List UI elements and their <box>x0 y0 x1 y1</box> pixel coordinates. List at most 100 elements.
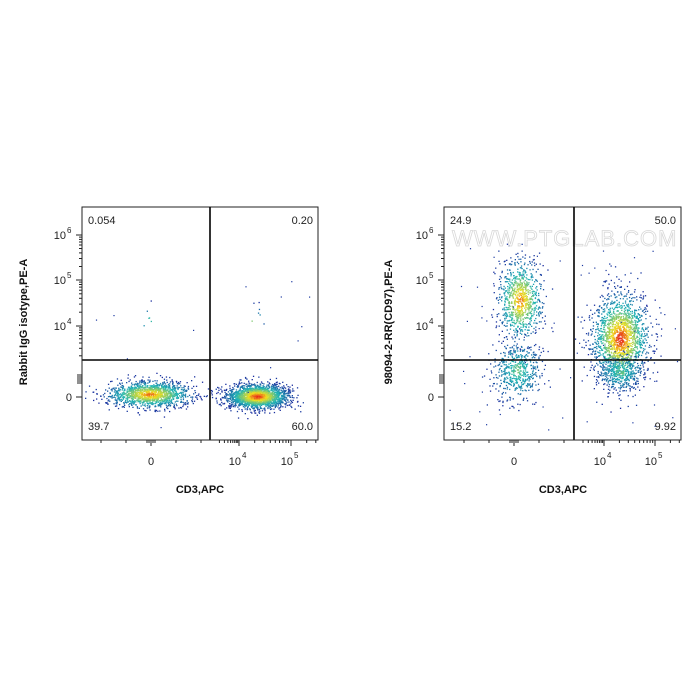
density-dot <box>537 308 539 310</box>
density-dot <box>264 391 266 393</box>
density-dot <box>626 344 629 346</box>
density-dot <box>258 376 260 378</box>
density-dot <box>151 390 153 392</box>
density-dot <box>177 393 179 395</box>
density-dot <box>258 397 260 400</box>
density-dot <box>531 299 534 301</box>
density-dot <box>613 363 615 365</box>
density-dot <box>146 388 149 390</box>
density-dot <box>252 395 254 397</box>
density-dot <box>265 405 267 408</box>
density-dot <box>521 284 524 286</box>
density-dot <box>234 406 236 408</box>
density-dot <box>511 312 513 314</box>
density-dot <box>515 297 518 299</box>
density-dot <box>242 397 244 399</box>
density-dot <box>183 386 185 389</box>
density-dot <box>134 390 136 393</box>
density-dot <box>267 397 269 400</box>
density-dot <box>503 285 505 288</box>
density-dot <box>165 385 167 387</box>
density-dot <box>138 392 140 394</box>
density-dot <box>641 310 644 312</box>
density-dot <box>513 321 515 323</box>
density-dot <box>282 395 284 397</box>
density-dot <box>519 281 521 283</box>
density-dot <box>161 402 163 405</box>
density-dot <box>144 409 146 412</box>
density-dot <box>111 394 113 397</box>
density-dot <box>117 391 119 393</box>
density-dot <box>506 320 508 322</box>
density-dot <box>285 400 287 402</box>
density-dot <box>541 307 544 309</box>
density-dot <box>501 296 503 298</box>
density-dot <box>537 268 539 270</box>
density-dot <box>264 402 266 404</box>
density-dot <box>144 384 147 386</box>
density-dot <box>154 393 157 395</box>
density-dot <box>243 400 245 402</box>
density-dot <box>138 387 141 389</box>
density-dot <box>640 297 642 299</box>
density-dot <box>271 402 273 404</box>
density-dot <box>130 401 133 403</box>
density-dot <box>234 392 236 394</box>
density-dot <box>116 403 118 405</box>
density-dot <box>176 393 178 395</box>
density-dot <box>165 397 167 399</box>
density-dot <box>257 409 259 411</box>
density-dot <box>252 401 254 404</box>
density-dot <box>643 308 646 311</box>
density-dot <box>146 400 149 402</box>
density-dot <box>224 408 226 410</box>
density-dot <box>172 381 174 383</box>
plot-isotype-upper-right-percent: 0.20 <box>292 215 313 227</box>
density-dot <box>633 324 635 326</box>
density-dot <box>155 401 157 403</box>
density-dot <box>131 400 134 402</box>
density-dot <box>625 353 627 356</box>
density-dot <box>166 397 169 399</box>
density-dot <box>594 365 596 367</box>
density-dot <box>534 302 536 304</box>
density-dot <box>260 393 262 396</box>
density-dot <box>161 395 163 397</box>
density-dot <box>656 348 658 350</box>
density-dot <box>138 398 141 400</box>
density-dot <box>256 384 259 386</box>
density-dot <box>254 391 256 394</box>
density-dot <box>230 394 233 396</box>
density-dot <box>159 390 161 392</box>
density-dot <box>149 400 151 402</box>
density-dot <box>239 393 241 395</box>
density-dot <box>246 378 248 380</box>
density-dot <box>232 405 234 408</box>
density-dot <box>639 335 641 337</box>
density-dot <box>247 397 249 399</box>
density-dot <box>604 329 606 331</box>
density-dot <box>156 399 158 401</box>
density-dot <box>275 400 277 402</box>
density-dot <box>161 376 163 379</box>
density-dot <box>511 302 513 304</box>
density-dot <box>527 291 530 293</box>
density-dot <box>521 330 524 332</box>
density-dot <box>239 399 241 401</box>
density-dot <box>160 389 162 391</box>
density-dot <box>166 407 168 409</box>
density-dot <box>634 346 636 349</box>
density-dot <box>273 405 275 407</box>
density-dot <box>249 384 251 387</box>
density-dot <box>499 263 501 265</box>
density-dot <box>231 394 233 397</box>
density-dot <box>256 414 258 416</box>
density-dot <box>243 399 245 402</box>
density-dot <box>603 311 605 313</box>
density-dot <box>162 385 164 387</box>
density-dot <box>247 394 250 396</box>
density-dot <box>269 407 271 409</box>
density-dot <box>126 394 128 396</box>
density-dot <box>519 272 521 274</box>
density-dot <box>191 400 193 402</box>
